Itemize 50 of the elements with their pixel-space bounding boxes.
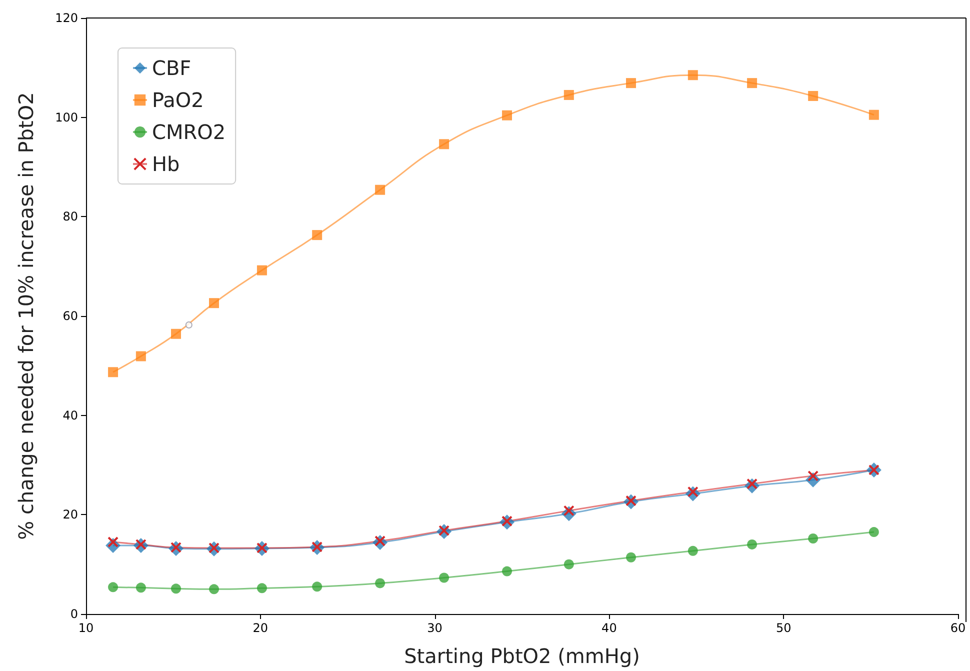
point: [439, 572, 450, 583]
point: [185, 321, 192, 328]
point: [868, 527, 879, 538]
point: [108, 367, 118, 378]
y-tick-label: 0: [70, 607, 78, 621]
point: [256, 265, 267, 276]
point: [136, 582, 146, 593]
point: [626, 552, 636, 562]
point: [312, 582, 322, 592]
point: [375, 184, 386, 195]
point: [564, 559, 574, 570]
y-axis-title: % change needed for 10% increase in PbtO2: [14, 92, 38, 540]
y-tick-label: 60: [62, 309, 78, 323]
point: [502, 110, 512, 120]
x-tick-label: 40: [602, 621, 617, 635]
point: [688, 546, 698, 556]
legend-label: PaO2: [152, 88, 204, 112]
x-tick-label: 30: [427, 621, 442, 635]
point: [209, 584, 220, 594]
legend-label: CBF: [152, 56, 192, 80]
point: [171, 584, 181, 594]
y-tick-label: 80: [62, 210, 78, 224]
x-tick-label: 60: [950, 621, 966, 635]
point: [170, 328, 181, 339]
x-tick-label: 10: [78, 621, 94, 635]
point: [209, 298, 220, 308]
y-tick-label: 120: [55, 11, 78, 25]
point: [108, 582, 118, 592]
point: [868, 110, 879, 120]
point: [626, 78, 636, 88]
point: [688, 70, 698, 80]
legend-label: Hb: [152, 152, 180, 176]
point: [747, 539, 758, 550]
point: [502, 566, 512, 576]
x-tick-label: 20: [252, 621, 268, 635]
point: [256, 583, 267, 594]
x-tick-label: 50: [776, 621, 792, 635]
legend-label: CMRO2: [152, 120, 226, 144]
point: [136, 351, 146, 362]
y-tick-label: 40: [62, 408, 78, 422]
point: [375, 578, 386, 588]
x-axis-title: Starting PbtO2 (mmHg): [404, 644, 640, 668]
y-tick-label: 20: [62, 508, 78, 522]
y-tick-label: 100: [55, 110, 78, 124]
point: [564, 90, 574, 100]
point: [747, 78, 758, 88]
point: [808, 90, 818, 101]
point: [808, 534, 818, 544]
point: [312, 230, 322, 240]
point: [439, 139, 450, 150]
